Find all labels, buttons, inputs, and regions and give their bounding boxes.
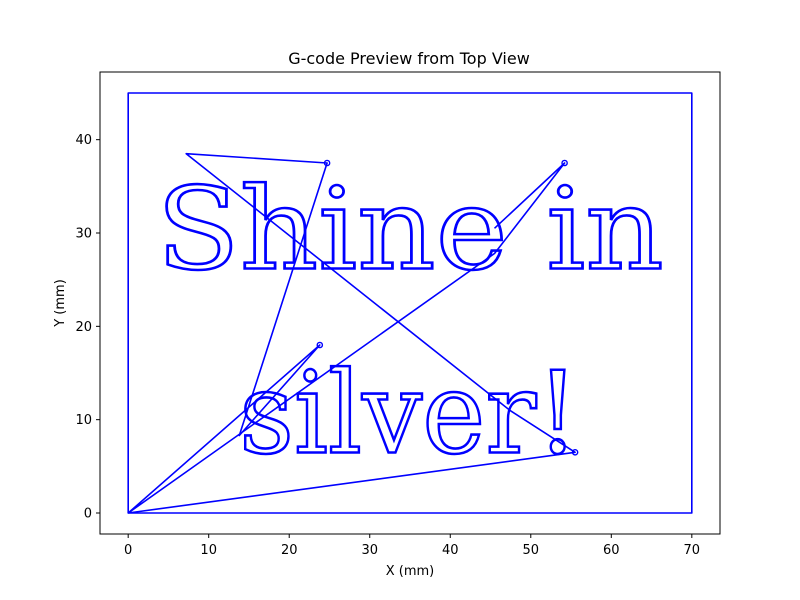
travel-move-line bbox=[127, 152, 576, 514]
x-tick-label: 50 bbox=[523, 543, 540, 558]
pen-lift-marker bbox=[561, 159, 568, 167]
toolpath-text-line-2: silver! bbox=[239, 347, 579, 479]
x-tick-label: 20 bbox=[281, 543, 298, 558]
y-tick-label: 40 bbox=[75, 133, 92, 148]
y-tick-label: 10 bbox=[75, 413, 92, 428]
y-tick-label: 30 bbox=[75, 227, 92, 242]
plot-frame bbox=[99, 71, 721, 535]
x-tick-label: 40 bbox=[442, 543, 459, 558]
x-tick-label: 70 bbox=[684, 543, 701, 558]
x-tick-label: 30 bbox=[361, 543, 378, 558]
pen-lift-marker bbox=[323, 159, 331, 167]
x-tick-label: 60 bbox=[603, 543, 620, 558]
chart-title: G-code Preview from Top View bbox=[288, 49, 530, 68]
bed-border-line bbox=[127, 92, 693, 514]
y-tick-label: 20 bbox=[75, 320, 92, 335]
y-axis-label: Y (mm) bbox=[53, 279, 68, 328]
pen-lift-marker bbox=[571, 448, 579, 456]
x-tick-label: 0 bbox=[124, 543, 132, 558]
pen-lift-marker bbox=[316, 341, 324, 349]
y-tick-label: 0 bbox=[84, 507, 92, 522]
x-tick-label: 10 bbox=[200, 543, 217, 558]
toolpath-text-line-1: Shine in bbox=[156, 164, 663, 296]
x-axis-label: X (mm) bbox=[386, 564, 435, 579]
